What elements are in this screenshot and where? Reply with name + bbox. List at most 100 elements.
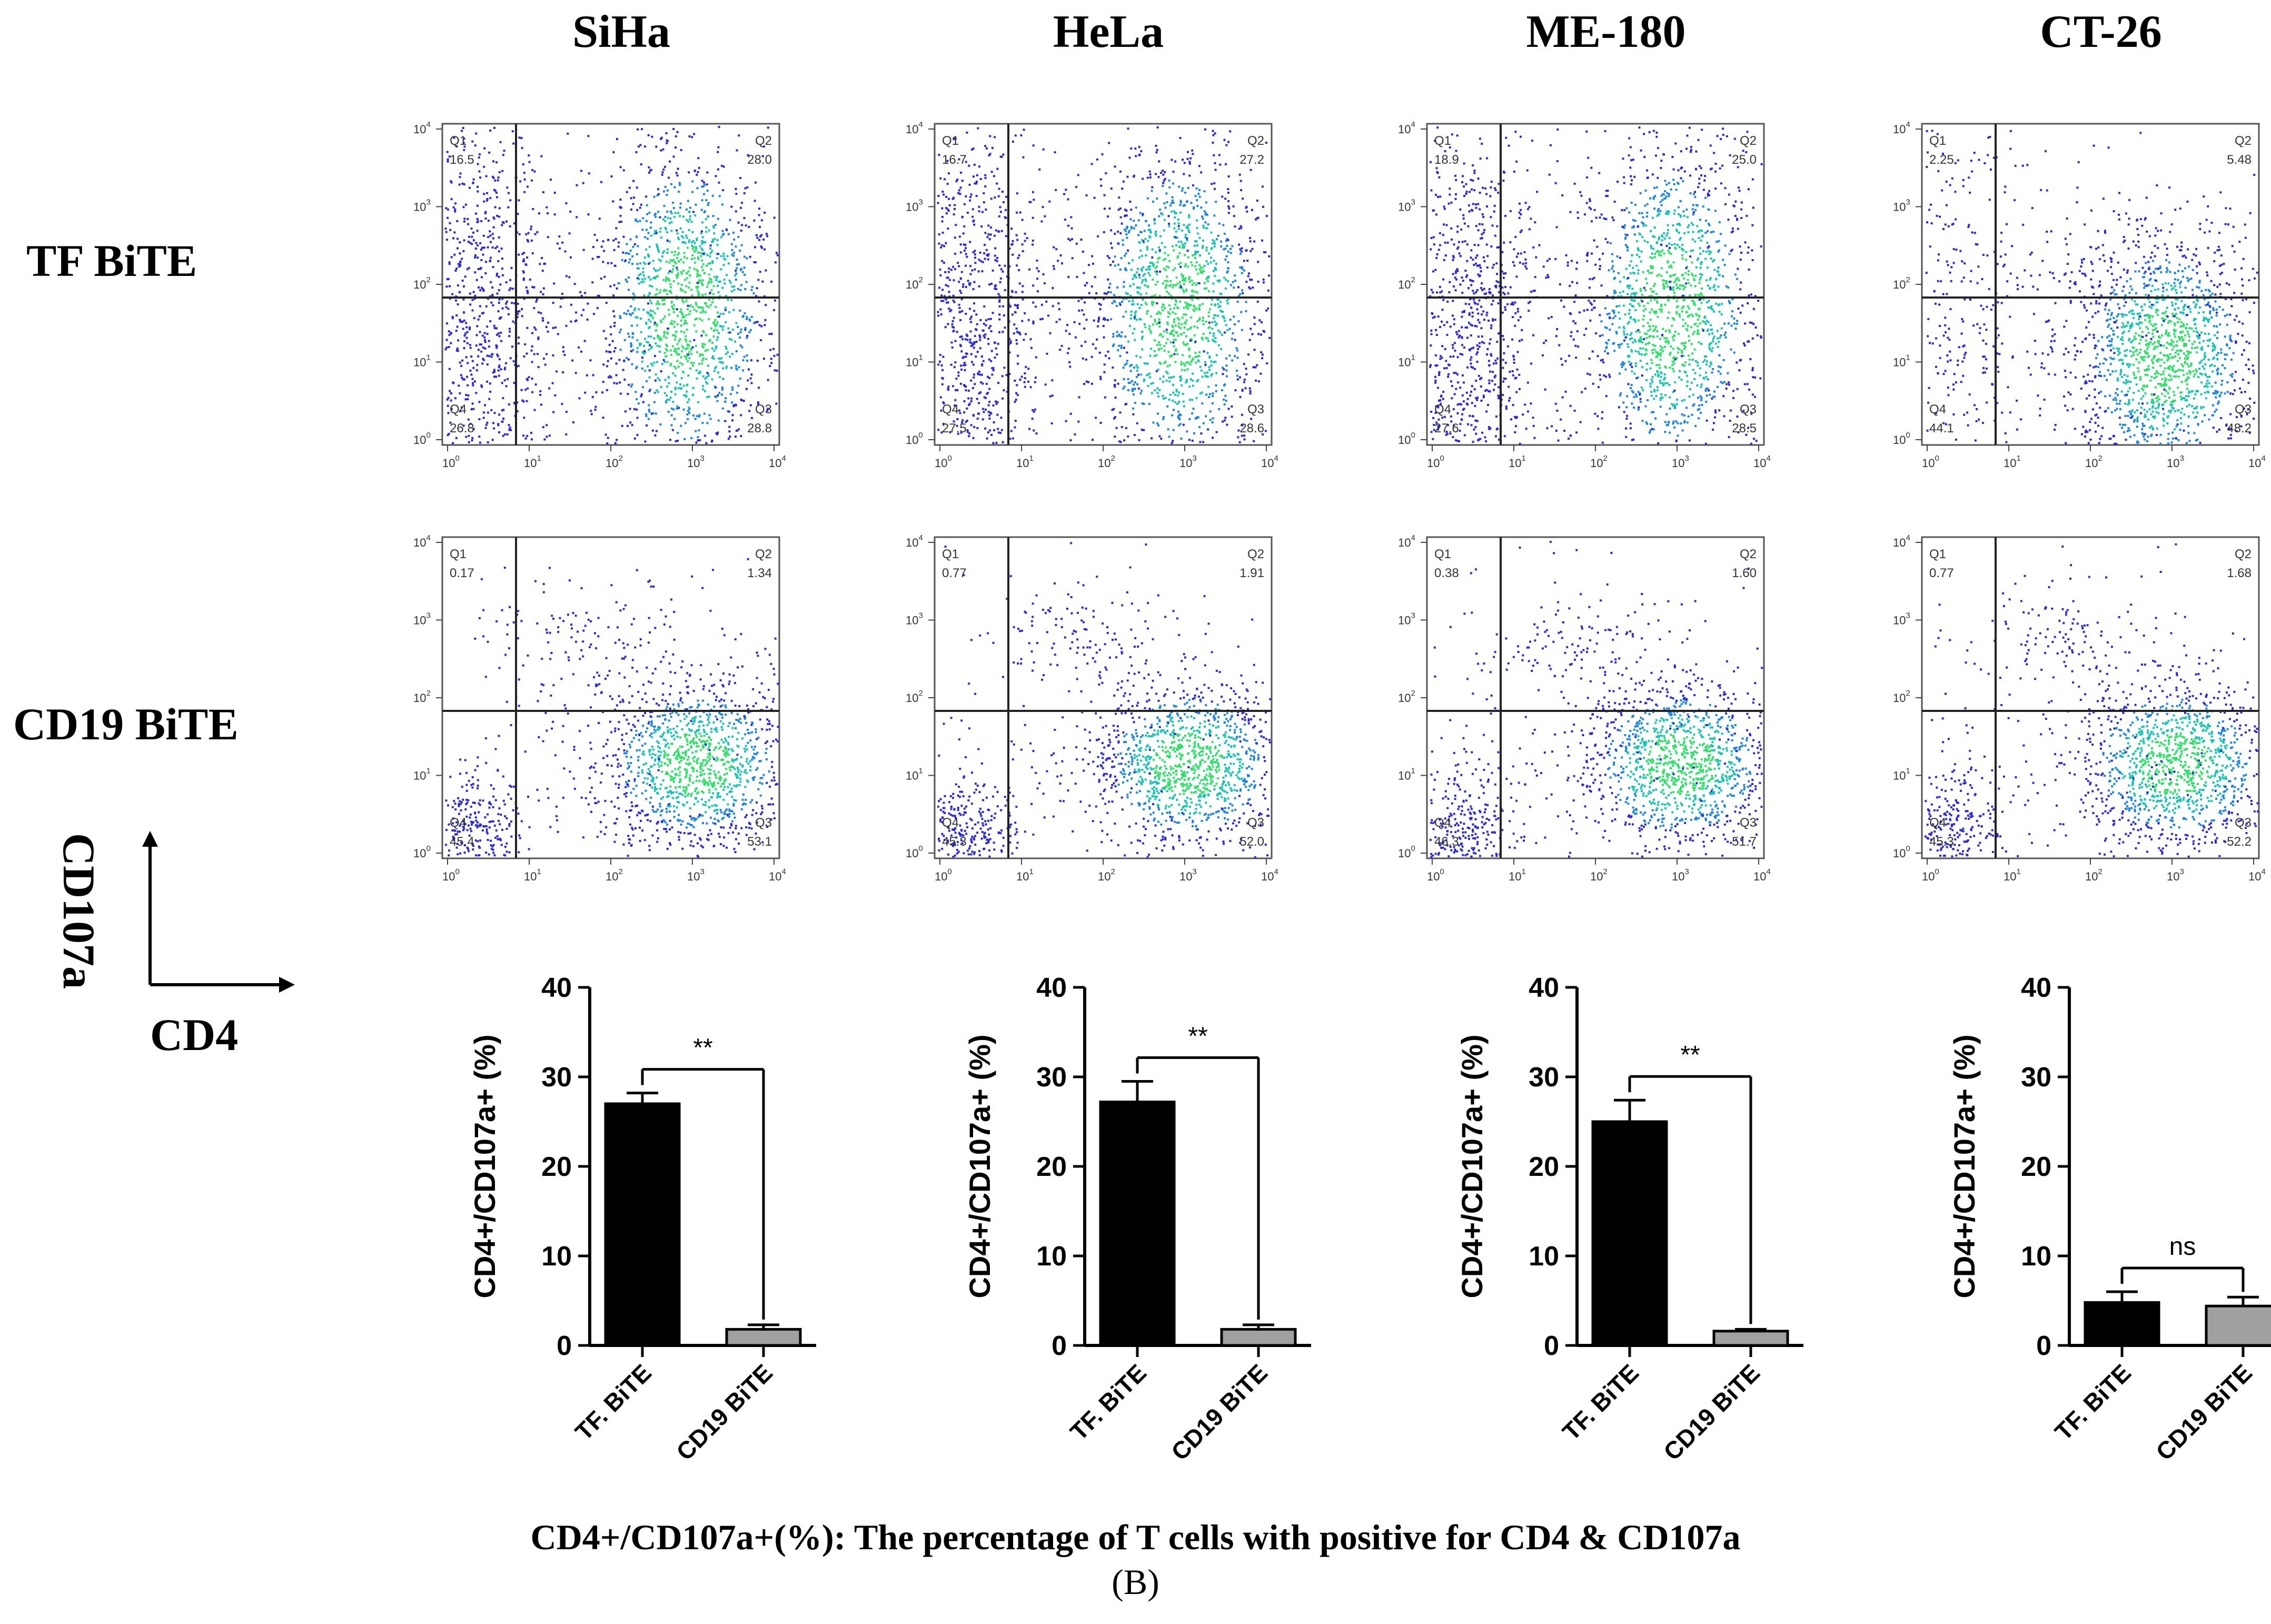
y-tick-label: 20 <box>2021 1152 2051 1182</box>
x-tick-label: TF. BiTE <box>1065 1359 1152 1445</box>
significance-bracket <box>1628 1075 1752 1324</box>
bar-tf-bite <box>1099 1101 1176 1347</box>
x-tick-label: 104 <box>2248 867 2266 883</box>
y-tick-label: 102 <box>906 275 923 291</box>
flow-plot: Q1 2.25 Q2 5.48 Q3 48.2 Q4 44.1 100 100 101 101 102 1… <box>1893 120 2266 470</box>
x-tick-label: TF. BiTE <box>570 1359 657 1445</box>
bar-chart: 0 10 20 30 40 CD4+/CD107a+ (%) TF. BiTE CD19 Bi… <box>963 973 1311 1465</box>
y-tick-label: 102 <box>413 689 431 705</box>
axis-legend-y-label: CD107a <box>54 833 104 989</box>
quadrant-percentage: 46.3 <box>1434 835 1459 849</box>
y-tick-label: 102 <box>413 275 431 291</box>
y-tick-label: 101 <box>1893 767 1910 783</box>
y-tick-label: 100 <box>1398 431 1415 447</box>
flow-plot-frame <box>441 123 780 446</box>
y-tick-label: 10 <box>1036 1241 1067 1272</box>
x-tick-label: 103 <box>1672 867 1689 883</box>
quadrant-percentage: 16.5 <box>450 153 474 167</box>
bar-tf-bite <box>2084 1301 2160 1347</box>
flow-plot-frame <box>1921 123 2260 446</box>
y-axis-label: CD4+/CD107a+ (%) <box>963 1034 996 1298</box>
quadrant-percentage: 52.0 <box>1239 835 1264 849</box>
quadrant-percentage: 5.48 <box>2227 153 2252 167</box>
quadrant-name: Q3 <box>1740 402 1757 417</box>
x-tick-label: 102 <box>1590 867 1608 883</box>
quadrant-percentage: 48.2 <box>2227 421 2252 435</box>
quadrant-percentage: 0.17 <box>450 566 474 580</box>
y-tick-label: 0 <box>557 1331 572 1361</box>
column-header-siha: SiHa <box>572 6 670 57</box>
y-tick-label: 101 <box>1398 767 1415 783</box>
flow-plot: Q10.77Q21.91Q352.0Q445.31001001011011021… <box>906 533 1278 883</box>
y-tick-label: 102 <box>1893 275 1910 291</box>
bar-chart: 0 10 20 30 40 CD4+/CD107a+ (%) TF. BiTE CD19 Bi… <box>1455 973 1803 1465</box>
flow-plot-events <box>1429 541 1763 858</box>
x-tick-label: 101 <box>2004 454 2021 470</box>
y-tick-label: 103 <box>413 611 431 627</box>
flow-plot: Q118.9Q225.0Q328.5Q427.61001001011011021… <box>1398 120 1771 470</box>
quadrant-percentage: 16.7 <box>942 153 967 167</box>
quadrant-percentage: 28.0 <box>747 153 772 167</box>
quadrant-percentage: 1.60 <box>1732 566 1757 580</box>
y-tick-label: 20 <box>541 1152 572 1182</box>
quadrant-name: Q4 <box>450 402 467 417</box>
y-tick-label: 104 <box>413 533 431 549</box>
y-tick-label: 104 <box>1893 120 1910 136</box>
flow-plot-events <box>1924 543 2259 858</box>
quadrant-name: Q4 <box>942 816 959 830</box>
y-axis-label: CD4+/CD107a+ (%) <box>468 1034 501 1298</box>
quadrant-percentage: 45.4 <box>450 835 474 849</box>
quadrant-percentage: 28.5 <box>1732 421 1757 435</box>
flow-plot-frame <box>441 536 780 859</box>
quadrant-name: Q1 <box>942 547 959 561</box>
x-tick-label: 100 <box>1922 867 1939 883</box>
bar-chart: 0 10 20 30 40 CD4+/CD107a+ (%) TF. BiTE CD19 Bi… <box>468 973 816 1465</box>
quadrant-name: Q3 <box>755 816 772 830</box>
y-tick-label: 0 <box>1544 1331 1559 1361</box>
quadrant-name: Q2 <box>1247 134 1264 148</box>
x-tick-label: 103 <box>2167 454 2184 470</box>
x-tick-label: 103 <box>687 454 705 470</box>
y-tick-label: 101 <box>1398 353 1415 369</box>
y-tick-label: 10 <box>1529 1241 1559 1272</box>
panel-label: (B) <box>1112 1562 1159 1602</box>
quadrant-name: Q2 <box>1740 134 1757 148</box>
axis-legend-arrows <box>142 831 295 993</box>
quadrant-name: Q4 <box>1434 816 1451 830</box>
x-tick-label: 103 <box>687 867 705 883</box>
flow-plot-events <box>445 558 779 858</box>
y-tick-label: 0 <box>2036 1331 2051 1361</box>
y-tick-label: 102 <box>1398 689 1415 705</box>
bar-cd19-bite <box>2205 1304 2271 1347</box>
flow-plot-events <box>1925 130 2258 445</box>
significance-bracket <box>641 1068 765 1320</box>
significance-label: ** <box>1680 1041 1700 1069</box>
significance-label: ns <box>2169 1233 2196 1261</box>
quadrant-percentage: 53.1 <box>747 835 772 849</box>
x-tick-label: 104 <box>769 454 786 470</box>
y-tick-label: 104 <box>906 120 923 136</box>
flow-plot-events <box>1429 126 1763 445</box>
bar-cd19-bite <box>1220 1328 1297 1347</box>
flow-plot: Q1 0.38 Q2 1.60 Q3 51.7 Q4 46.3 100 100 101 101 102 1… <box>1398 533 1771 883</box>
x-tick-label: 100 <box>442 454 460 470</box>
y-tick-label: 103 <box>1893 611 1910 627</box>
significance-label: ** <box>693 1034 712 1062</box>
x-tick-label: TF. BiTE <box>2049 1359 2136 1445</box>
x-tick-label: 104 <box>1753 454 1771 470</box>
x-tick-label: 104 <box>1261 454 1278 470</box>
x-tick-label: 101 <box>524 867 541 883</box>
x-tick-label: 101 <box>1509 867 1526 883</box>
quadrant-percentage: 0.77 <box>1929 566 1954 580</box>
quadrant-percentage: 27.5 <box>942 421 967 435</box>
y-tick-label: 104 <box>413 120 431 136</box>
quadrant-name: Q3 <box>1247 402 1264 417</box>
y-tick-label: 100 <box>413 431 431 447</box>
significance-bracket <box>1136 1056 1260 1320</box>
row-label-cd19-bite: CD19 BiTE <box>13 699 239 749</box>
y-tick-label: 103 <box>906 198 923 214</box>
y-tick-label: 100 <box>1893 431 1910 447</box>
quadrant-percentage: 45.3 <box>1929 835 1954 849</box>
y-tick-label: 20 <box>1529 1152 1559 1182</box>
figure-caption: CD4+/CD107a+(%): The percentage of T cel… <box>530 1517 1741 1557</box>
